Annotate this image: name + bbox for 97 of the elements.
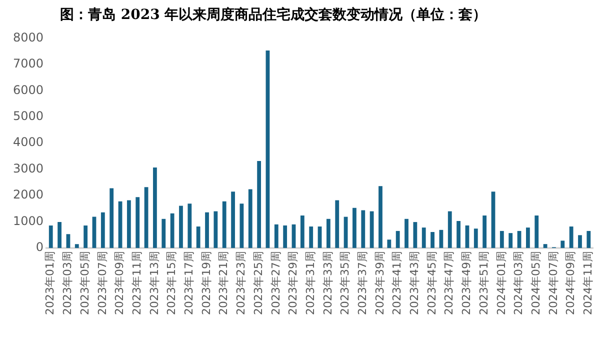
y-tick-label: 8000 xyxy=(12,30,44,44)
bar xyxy=(543,244,548,248)
x-tick-label: 2024年07周 xyxy=(546,251,560,316)
x-tick-label: 2023年27周 xyxy=(269,251,282,316)
bar xyxy=(240,204,244,248)
bar xyxy=(162,218,166,248)
bar xyxy=(110,188,114,248)
x-tick-label: 2023年31周 xyxy=(304,251,317,316)
bar xyxy=(586,230,591,248)
bar xyxy=(144,187,148,248)
bar xyxy=(430,232,434,248)
bar xyxy=(569,226,574,248)
y-tick-label: 1000 xyxy=(12,214,44,228)
x-tick-label: 2023年25周 xyxy=(252,251,265,316)
bar xyxy=(526,228,530,248)
x-tick-label: 2023年11周 xyxy=(130,251,144,316)
bar xyxy=(413,222,418,248)
x-tick-label: 2023年47周 xyxy=(442,251,456,316)
bar xyxy=(58,222,62,248)
bar xyxy=(48,225,53,248)
bar xyxy=(448,211,452,248)
y-tick-label: 3000 xyxy=(12,161,44,176)
x-tick-label: 2024年03周 xyxy=(512,251,526,316)
bar xyxy=(274,224,278,248)
x-tick-label: 2023年43周 xyxy=(408,251,422,316)
x-tick-label: 2023年23周 xyxy=(234,251,248,316)
bar xyxy=(422,228,426,248)
bar xyxy=(214,211,218,248)
x-tick-label: 2024年05周 xyxy=(529,251,542,316)
bar xyxy=(84,225,88,248)
bar xyxy=(136,197,140,248)
bar xyxy=(318,226,322,248)
chart-title: 图：青岛 2023 年以来周度商品住宅成交套数变动情况（单位：套） xyxy=(60,6,487,24)
x-tick-label: 2023年45周 xyxy=(425,251,438,316)
x-tick-label: 2023年17周 xyxy=(182,251,196,316)
bar xyxy=(153,167,157,248)
bar xyxy=(188,204,192,248)
x-tick-label: 2023年37周 xyxy=(356,251,369,316)
bar xyxy=(396,230,400,248)
bar xyxy=(126,200,131,248)
x-tick-label: 2024年11周 xyxy=(582,251,595,316)
bar xyxy=(196,226,200,248)
bar xyxy=(404,218,408,248)
bar xyxy=(352,208,356,248)
bar xyxy=(335,200,340,248)
bar xyxy=(474,228,478,248)
bar xyxy=(482,215,487,248)
x-tick-label: 2023年41周 xyxy=(390,251,404,316)
bar xyxy=(266,50,270,248)
bar xyxy=(387,240,392,248)
x-tick-label: 2023年51周 xyxy=(477,251,490,316)
bar xyxy=(491,192,496,248)
bar xyxy=(257,160,262,248)
bar xyxy=(231,192,235,248)
y-tick-label: 5000 xyxy=(12,109,44,124)
x-tick-label: 2024年09周 xyxy=(564,251,578,316)
bar xyxy=(309,226,314,248)
x-tick-label: 2024年01周 xyxy=(494,251,508,316)
x-tick-label: 2023年07周 xyxy=(96,251,109,316)
bar xyxy=(179,206,183,248)
bar xyxy=(578,235,582,248)
bar xyxy=(456,220,461,248)
bar xyxy=(534,215,539,248)
x-tick-label: 2023年03周 xyxy=(61,251,74,316)
x-tick-label: 2023年39周 xyxy=(373,251,386,316)
x-tick-label: 2023年33周 xyxy=(321,251,334,316)
x-tick-label: 2023年29周 xyxy=(286,251,300,316)
x-tick-label: 2023年13周 xyxy=(148,251,161,316)
x-tick-label: 2023年19周 xyxy=(200,251,213,316)
bar xyxy=(170,213,174,248)
bar xyxy=(378,186,382,248)
bar xyxy=(370,211,374,248)
x-tick-label: 2023年21周 xyxy=(217,251,230,316)
bar xyxy=(66,234,70,248)
y-tick-label: 2000 xyxy=(12,188,44,202)
bar xyxy=(500,230,504,248)
y-tick-label: 7000 xyxy=(12,56,44,71)
bar xyxy=(222,201,226,248)
y-tick-label: 0 xyxy=(36,240,44,254)
x-tick-label: 2023年09周 xyxy=(113,251,126,316)
bar xyxy=(100,212,105,248)
x-tick-label: 2023年49周 xyxy=(460,251,474,316)
x-tick-label: 2023年01周 xyxy=(44,251,57,316)
bar xyxy=(205,212,209,248)
bar xyxy=(283,225,288,248)
bar xyxy=(248,189,252,248)
bar xyxy=(361,210,366,248)
x-tick-label: 2023年35周 xyxy=(338,251,352,316)
y-tick-label: 4000 xyxy=(12,135,44,150)
bar xyxy=(560,240,565,248)
bar xyxy=(326,218,330,248)
bar xyxy=(508,233,513,248)
bar xyxy=(300,215,304,248)
y-tick-label: 6000 xyxy=(12,82,44,97)
bar xyxy=(74,244,79,248)
x-tick-label: 2023年15周 xyxy=(165,251,178,316)
x-tick-label: 2023年05周 xyxy=(78,251,92,316)
